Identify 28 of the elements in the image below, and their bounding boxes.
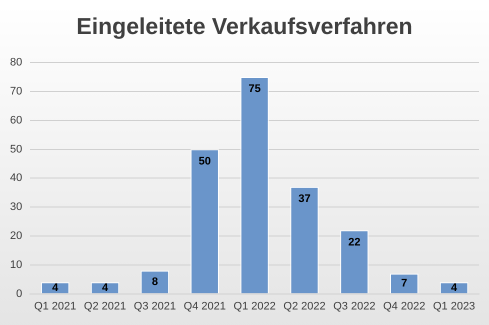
x-tick-label: Q1 2022 — [234, 300, 276, 312]
x-tick-label: Q1 2023 — [432, 300, 476, 312]
x-tick-label: Q1 2021 — [34, 300, 76, 312]
x-tick-label: Q4 2021 — [184, 300, 226, 312]
y-tick-label: 20 — [10, 230, 22, 242]
y-tick-label: 0 — [16, 288, 22, 300]
x-tick-label: Q3 2022 — [333, 300, 376, 312]
data-label: 22 — [348, 236, 360, 248]
y-tick-label: 40 — [10, 172, 22, 184]
data-label: 75 — [248, 83, 261, 96]
y-tick-label: 80 — [10, 56, 22, 69]
data-label: 4 — [451, 282, 458, 294]
chart-title: Eingeleitete Verkaufsverfahren — [75, 12, 414, 41]
data-label: 37 — [298, 192, 311, 205]
y-tick-label: 50 — [10, 143, 22, 156]
y-tick-label: 10 — [10, 258, 22, 271]
data-label: 50 — [198, 155, 211, 168]
x-tick-label: Q3 2021 — [134, 300, 176, 312]
data-label: 7 — [401, 277, 408, 290]
x-tick-label: Q2 2021 — [84, 300, 126, 312]
data-label: 4 — [102, 282, 109, 294]
data-label: 8 — [152, 276, 158, 288]
x-tick-label: Q4 2022 — [383, 300, 426, 312]
y-tick-label: 70 — [10, 86, 22, 98]
data-label: 4 — [52, 282, 60, 294]
y-tick-label: 30 — [10, 201, 22, 214]
x-tick-label: Q2 2022 — [283, 300, 326, 312]
y-tick-label: 60 — [10, 114, 22, 126]
